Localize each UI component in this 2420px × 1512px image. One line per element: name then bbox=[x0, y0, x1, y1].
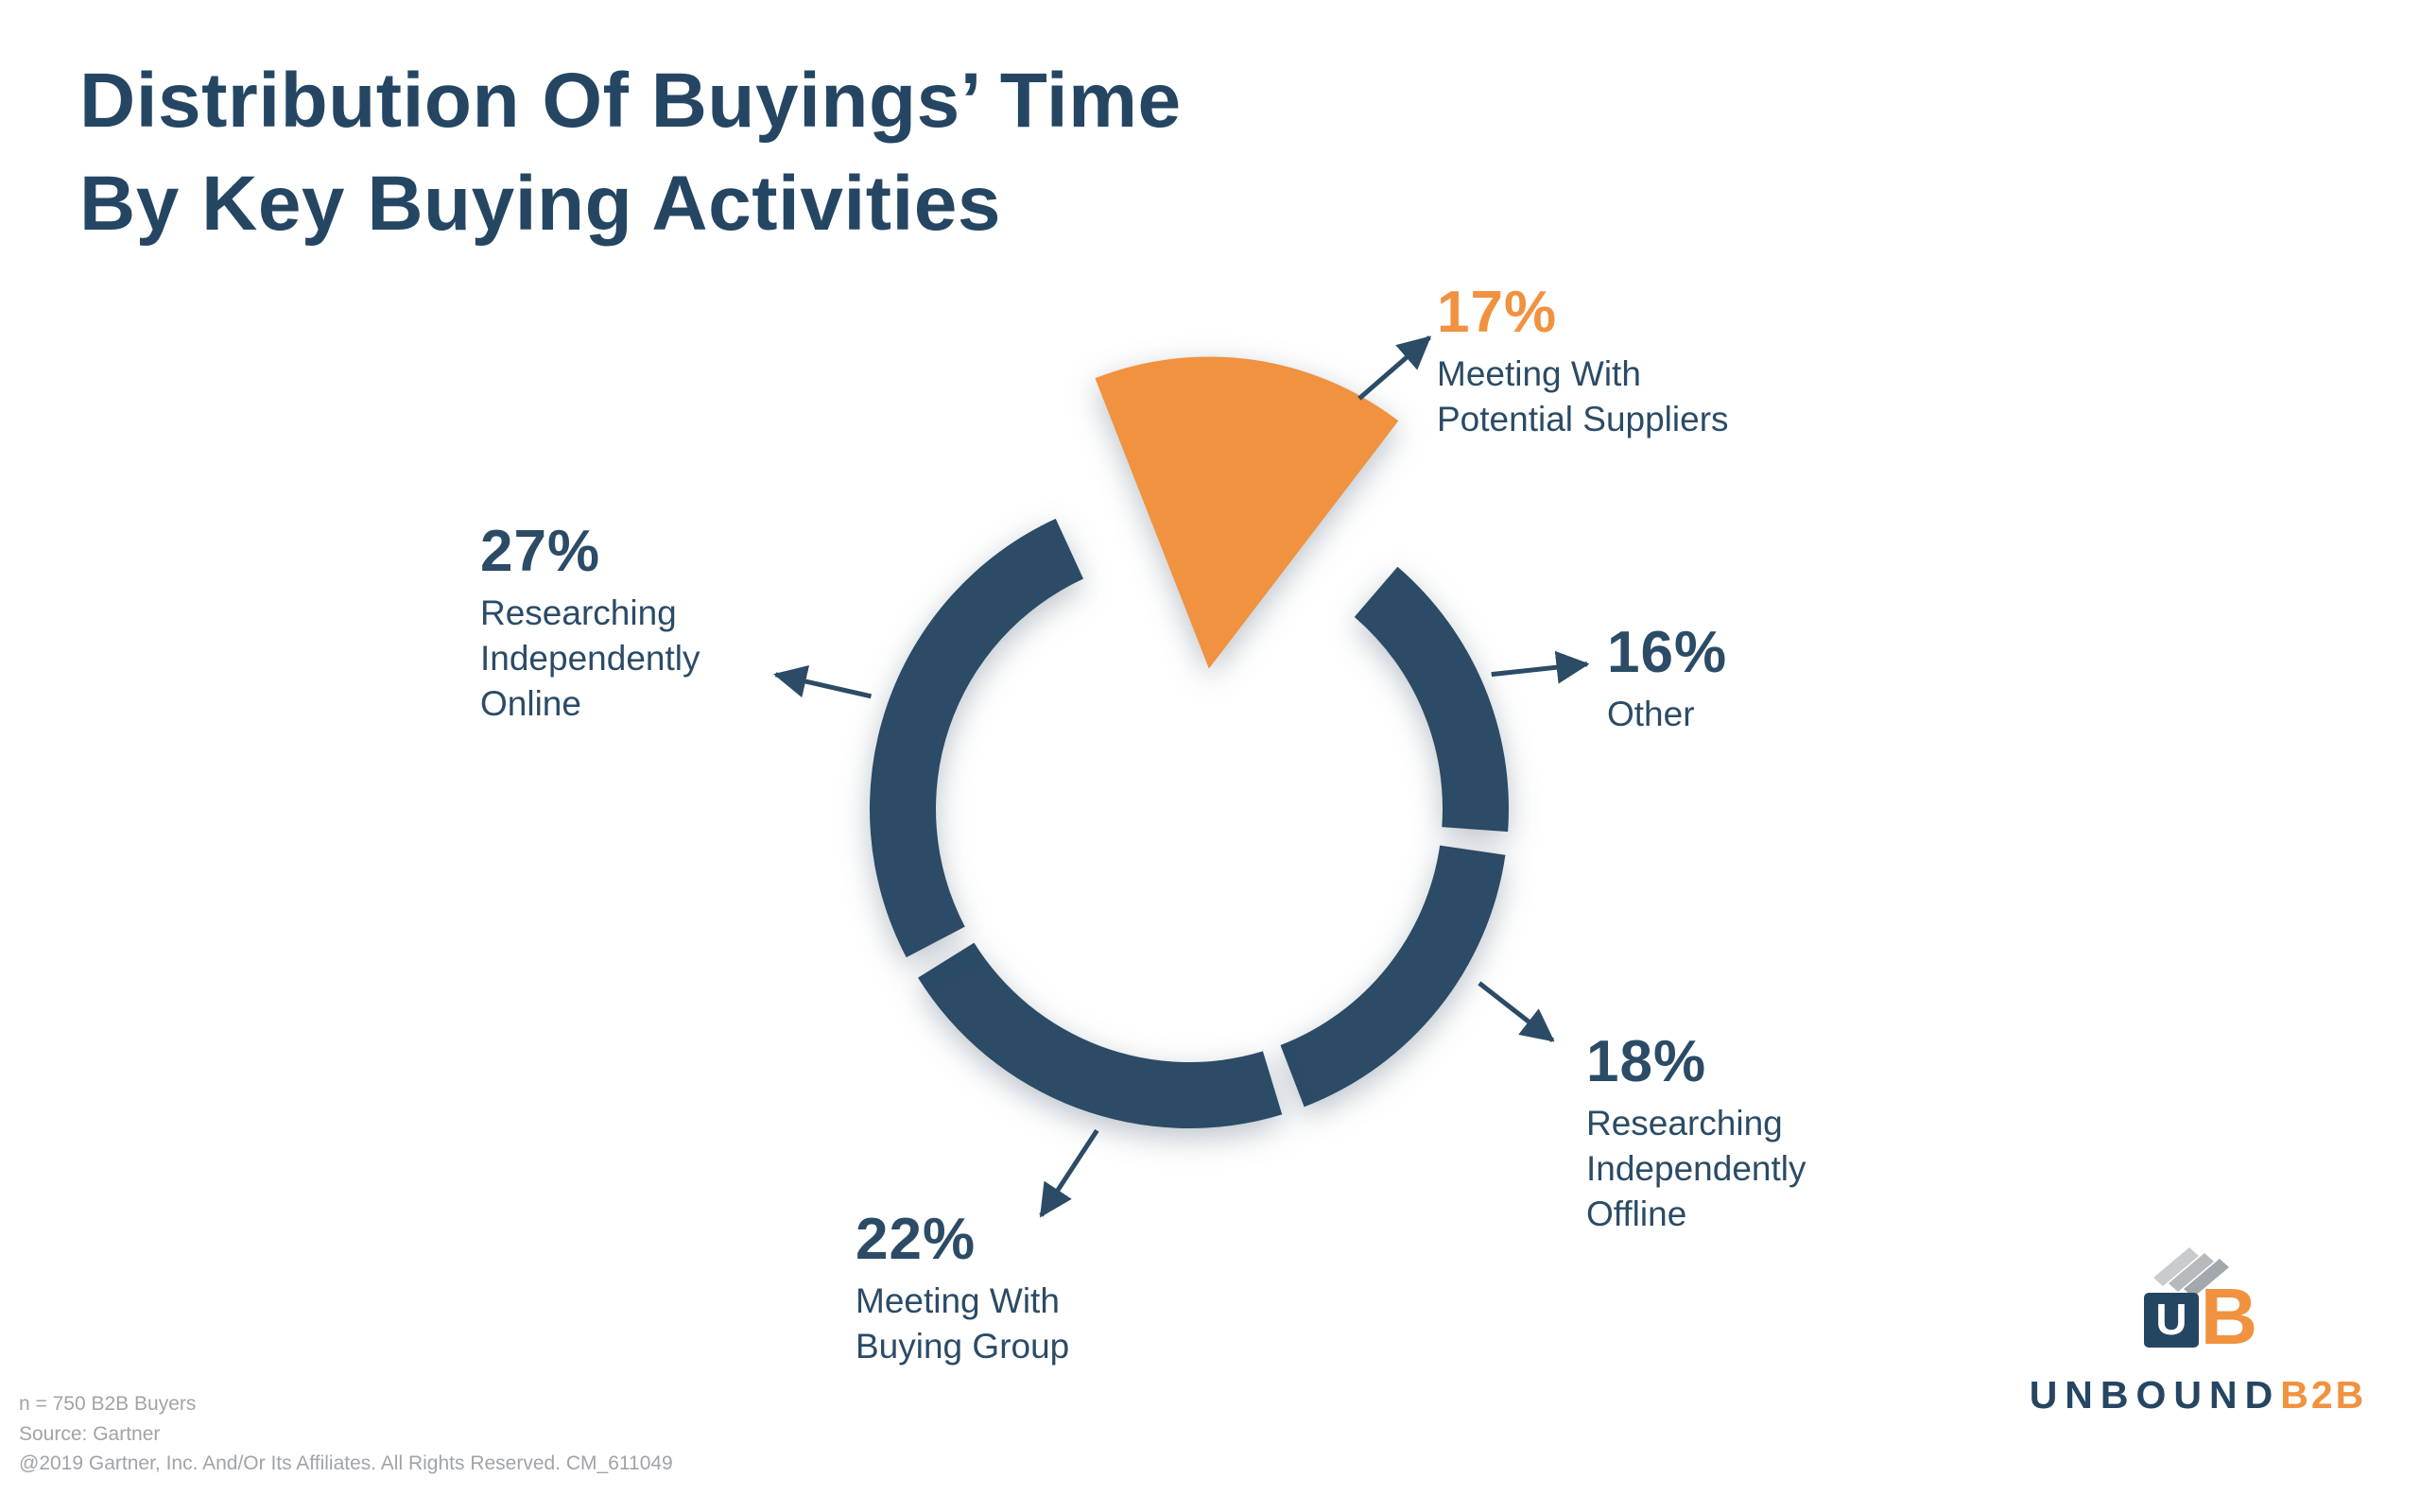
slice-percent: 18% bbox=[1586, 1029, 1707, 1094]
logo-box-stripe bbox=[2153, 1247, 2199, 1286]
slice-percent: 16% bbox=[1607, 620, 1728, 685]
pie-segment-meeting-with-buying-group bbox=[918, 942, 1283, 1129]
logo-letter-b: B bbox=[2201, 1272, 2258, 1361]
logo-wordmark: UNBOUNDB2B bbox=[2023, 1373, 2373, 1418]
callout-arrow bbox=[1039, 1128, 1099, 1218]
callout-arrow bbox=[1357, 335, 1432, 401]
slice-name: Meeting With Potential Suppliers bbox=[1437, 354, 1729, 439]
pie-segment-researching-independently-online bbox=[870, 518, 1084, 958]
logo-box-stripe bbox=[2169, 1253, 2214, 1292]
logo-letter-u: U bbox=[2155, 1295, 2187, 1344]
callout-arrows-group bbox=[773, 335, 1590, 1218]
slice-name: Researching Independently Offline bbox=[1586, 1104, 1806, 1234]
slice-label-meeting-with-potential-suppliers: 17% Meeting With Potential Suppliers bbox=[1437, 279, 1729, 442]
unboundb2b-logo: U B UNBOUNDB2B bbox=[2023, 1240, 2373, 1418]
logo-u-tile bbox=[2144, 1293, 2199, 1348]
pie-segments-group bbox=[870, 356, 1509, 1129]
logo-box-stripe bbox=[2184, 1259, 2229, 1297]
sample-size-note: n = 750 B2B Buyers bbox=[19, 1393, 197, 1415]
slice-percent: 17% bbox=[1437, 280, 1558, 345]
callout-arrow bbox=[773, 665, 873, 699]
callout-arrow bbox=[1491, 650, 1590, 684]
pie-segment-other bbox=[1354, 566, 1509, 833]
slice-label-other: 16% Other bbox=[1607, 619, 1727, 737]
unboundb2b-logo-icon: U B bbox=[2144, 1247, 2258, 1361]
page-title-line1: Distribution Of Buyings’ Time bbox=[79, 58, 1182, 144]
logo-wordmark-primary: UNBOUND bbox=[2029, 1373, 2281, 1417]
source-line: Source: Gartner bbox=[19, 1422, 161, 1445]
slice-label-researching-independently-offline: 18% Researching Independently Offline bbox=[1586, 1028, 1806, 1237]
slice-percent: 27% bbox=[480, 519, 601, 584]
slice-percent: 22% bbox=[856, 1207, 977, 1272]
page-title: Distribution Of Buyings’ Time By Key Buy… bbox=[79, 49, 1182, 255]
callout-arrow bbox=[1478, 981, 1555, 1042]
slice-label-researching-independently-online: 27% Researching Independently Online bbox=[480, 518, 700, 727]
copyright-line: @2019 Gartner, Inc. And/Or Its Affiliate… bbox=[19, 1452, 673, 1474]
logo-wordmark-accent: B2B bbox=[2280, 1373, 2367, 1417]
slice-label-meeting-with-buying-group: 22% Meeting With Buying Group bbox=[856, 1206, 1069, 1369]
slice-name: Researching Independently Online bbox=[480, 593, 700, 724]
pie-segment-researching-independently-offline bbox=[1280, 845, 1506, 1108]
slice-name: Meeting With Buying Group bbox=[856, 1281, 1070, 1366]
page-title-line2: By Key Buying Activities bbox=[79, 161, 1002, 248]
source-note: n = 750 B2B Buyers Source: Gartner @2019… bbox=[19, 1389, 673, 1479]
pie-segment-meeting-with-potential-suppliers bbox=[1095, 356, 1399, 669]
slice-name: Other bbox=[1607, 695, 1695, 733]
